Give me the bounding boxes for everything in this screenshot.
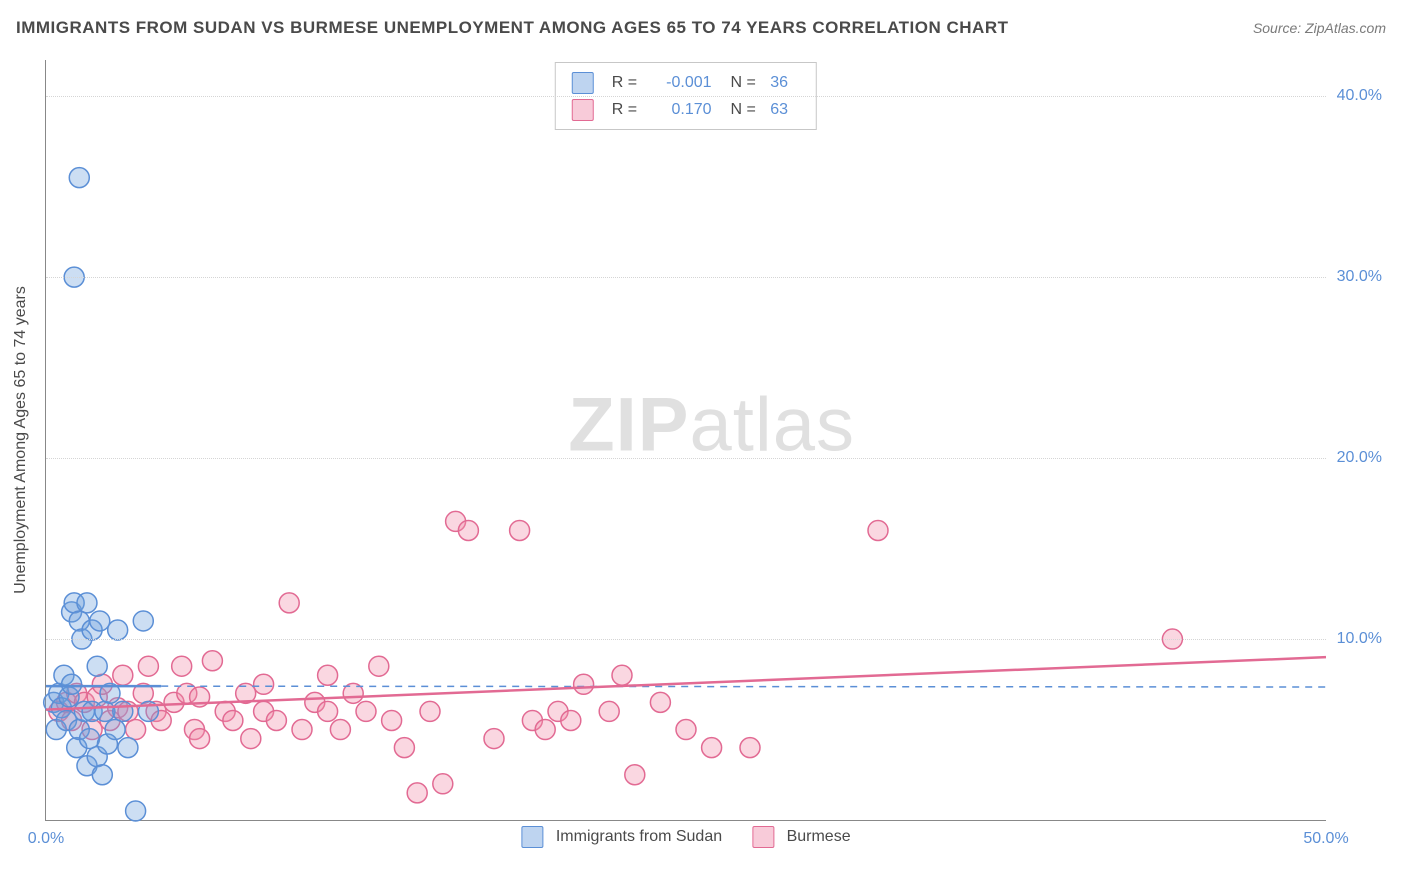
source-label: Source: ZipAtlas.com xyxy=(1253,20,1386,36)
data-point xyxy=(535,720,555,740)
r-value: 0.170 xyxy=(652,96,712,123)
data-point xyxy=(126,720,146,740)
data-point xyxy=(241,729,261,749)
y-axis-label: Unemployment Among Ages 65 to 74 years xyxy=(12,286,30,594)
trend-line-burmese xyxy=(46,657,1326,709)
stats-row-sudan: R = -0.001 N = 36 xyxy=(572,69,800,96)
data-point xyxy=(650,692,670,712)
gridline xyxy=(46,639,1326,640)
data-point xyxy=(190,729,210,749)
data-point xyxy=(92,765,112,785)
data-point xyxy=(369,656,389,676)
data-point xyxy=(484,729,504,749)
data-point xyxy=(133,611,153,631)
data-point xyxy=(510,520,530,540)
data-point xyxy=(561,710,581,730)
data-point xyxy=(223,710,243,730)
data-point xyxy=(62,674,82,694)
stats-row-burmese: R = 0.170 N = 63 xyxy=(572,96,800,123)
data-point xyxy=(69,168,89,188)
n-value: 63 xyxy=(770,96,800,123)
data-point xyxy=(113,701,133,721)
scatter-chart xyxy=(46,60,1326,820)
data-point xyxy=(318,665,338,685)
data-point xyxy=(676,720,696,740)
legend-label: Burmese xyxy=(787,828,851,845)
data-point xyxy=(612,665,632,685)
data-point xyxy=(868,520,888,540)
data-point xyxy=(625,765,645,785)
y-tick-label: 40.0% xyxy=(1330,87,1382,105)
data-point xyxy=(138,656,158,676)
data-point xyxy=(599,701,619,721)
data-point xyxy=(126,801,146,821)
data-point xyxy=(254,674,274,694)
legend-label: Immigrants from Sudan xyxy=(556,828,722,845)
data-point xyxy=(279,593,299,613)
data-point xyxy=(77,593,97,613)
data-point xyxy=(172,656,192,676)
x-tick-max: 50.0% xyxy=(1303,830,1348,848)
data-point xyxy=(108,620,128,640)
data-point xyxy=(87,656,107,676)
data-point xyxy=(118,738,138,758)
plot-area: ZIPatlas R = -0.001 N = 36 R = 0.170 N =… xyxy=(45,60,1326,821)
x-tick-min: 0.0% xyxy=(28,830,64,848)
data-point xyxy=(95,701,115,721)
data-point xyxy=(330,720,350,740)
y-tick-label: 20.0% xyxy=(1330,449,1382,467)
data-point xyxy=(292,720,312,740)
data-point xyxy=(105,720,125,740)
data-point xyxy=(740,738,760,758)
data-point xyxy=(356,701,376,721)
swatch-icon xyxy=(752,826,774,848)
swatch-icon xyxy=(572,99,594,121)
data-point xyxy=(420,701,440,721)
data-point xyxy=(202,651,222,671)
data-point xyxy=(394,738,414,758)
data-point xyxy=(702,738,722,758)
legend-item-burmese: Burmese xyxy=(752,826,850,848)
trend-line-sudan-dashed xyxy=(161,686,1326,687)
x-axis-legend: Immigrants from Sudan Burmese xyxy=(521,826,850,848)
data-point xyxy=(458,520,478,540)
data-point xyxy=(80,729,100,749)
data-point xyxy=(433,774,453,794)
data-point xyxy=(266,710,286,730)
swatch-icon xyxy=(521,826,543,848)
data-point xyxy=(574,674,594,694)
swatch-icon xyxy=(572,72,594,94)
n-value: 36 xyxy=(770,69,800,96)
gridline xyxy=(46,458,1326,459)
r-value: -0.001 xyxy=(652,69,712,96)
y-tick-label: 30.0% xyxy=(1330,268,1382,286)
data-point xyxy=(113,665,133,685)
chart-title: IMMIGRANTS FROM SUDAN VS BURMESE UNEMPLO… xyxy=(16,18,1008,37)
gridline xyxy=(46,277,1326,278)
data-point xyxy=(90,611,110,631)
data-point xyxy=(318,701,338,721)
gridline xyxy=(46,96,1326,97)
data-point xyxy=(382,710,402,730)
legend-item-sudan: Immigrants from Sudan xyxy=(521,826,722,848)
y-tick-label: 10.0% xyxy=(1330,630,1382,648)
data-point xyxy=(407,783,427,803)
